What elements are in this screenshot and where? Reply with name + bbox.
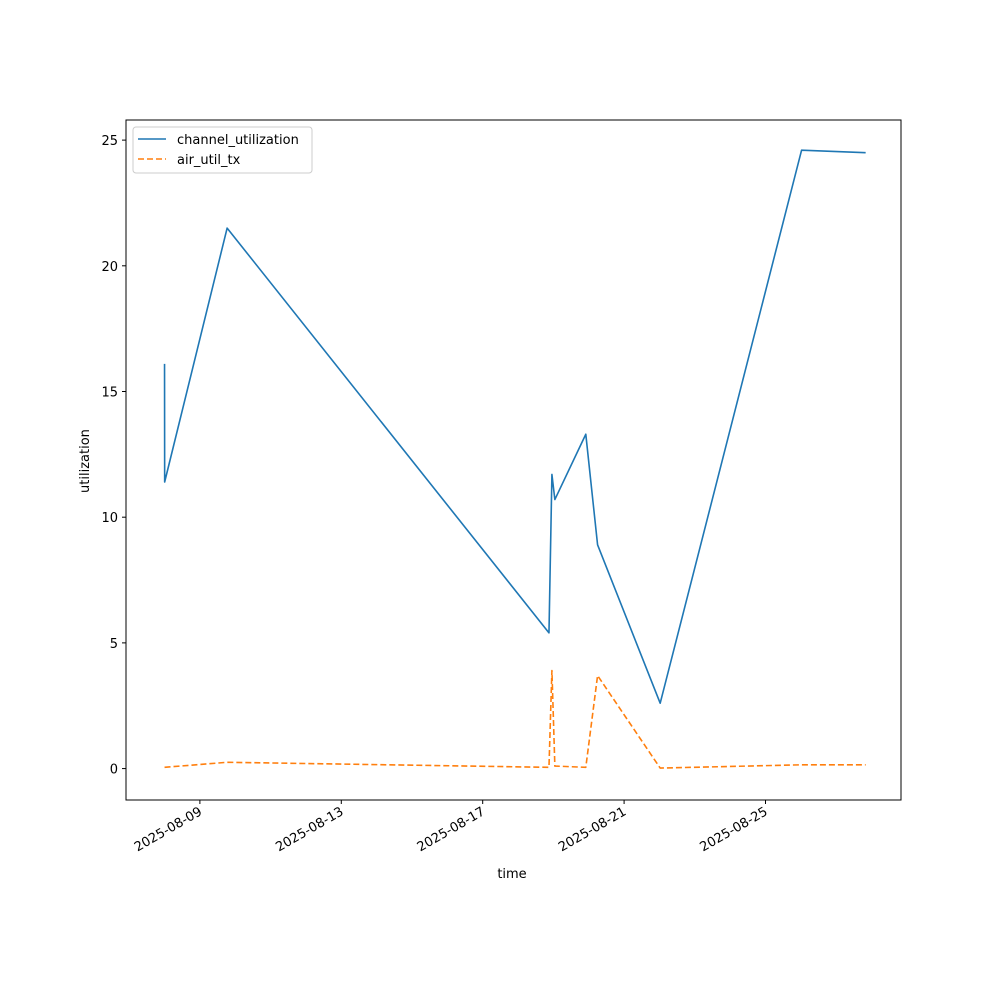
series-line-air-util-tx bbox=[164, 669, 866, 769]
plot-frame bbox=[125, 119, 902, 801]
legend-label: air_util_tx bbox=[177, 153, 241, 168]
y-tick-label: 20 bbox=[101, 260, 118, 275]
legend-box bbox=[132, 126, 313, 174]
y-axis-label: utilization bbox=[78, 429, 93, 493]
x-axis-label: time bbox=[497, 867, 526, 882]
y-tick-label: 0 bbox=[110, 763, 118, 778]
y-tick-label: 10 bbox=[101, 511, 118, 526]
series-line-channel-utilization bbox=[163, 149, 866, 705]
y-tick-label: 15 bbox=[101, 385, 118, 400]
legend-label: channel_utilization bbox=[177, 133, 299, 148]
y-tick-label: 25 bbox=[101, 134, 118, 149]
y-tick-label: 5 bbox=[110, 637, 118, 652]
legend: channel_utilization air_util_tx bbox=[132, 126, 313, 174]
